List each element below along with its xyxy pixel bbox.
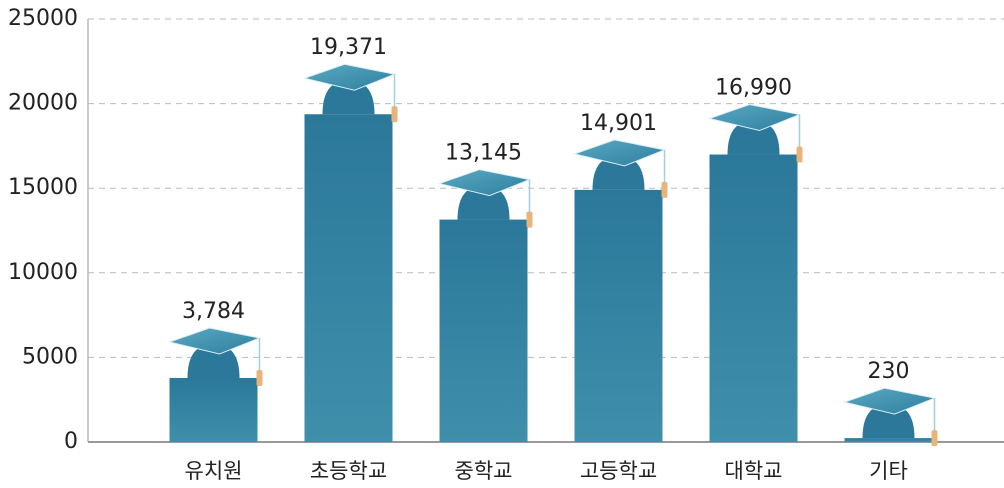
cap-tassel-end — [796, 146, 803, 163]
bar — [304, 114, 393, 443]
graduation-cap — [842, 387, 938, 447]
cap-tassel-end — [391, 106, 398, 123]
bar — [169, 377, 258, 442]
cap-head — [187, 343, 240, 378]
cap-board — [167, 327, 262, 355]
cap-board — [842, 387, 937, 415]
cap-tassel-end — [931, 430, 938, 447]
bar — [709, 154, 798, 442]
cap-head — [862, 404, 915, 439]
cap-board — [302, 63, 397, 91]
cap-board — [572, 139, 667, 167]
cap-tassel-end — [526, 211, 533, 228]
cap-head — [592, 155, 645, 190]
graduation-cap — [302, 63, 398, 123]
x-tick-label: 기타 — [869, 459, 908, 483]
bar — [439, 219, 528, 442]
graduation-cap — [707, 104, 803, 163]
value-label: 16,990 — [715, 76, 792, 101]
graduation-cap — [437, 169, 533, 228]
y-tick-label: 10000 — [8, 260, 78, 285]
cap-head — [457, 185, 510, 220]
bar — [574, 189, 663, 442]
value-label: 14,901 — [580, 111, 657, 136]
y-tick-label: 0 — [64, 429, 78, 454]
y-tick-label: 15000 — [8, 175, 78, 200]
y-tick-label: 5000 — [22, 344, 78, 369]
x-tick-label: 고등학교 — [580, 459, 657, 483]
value-label: 19,371 — [310, 35, 387, 60]
bar — [844, 438, 933, 442]
x-tick-label: 유치원 — [185, 459, 243, 483]
cap-board — [707, 104, 802, 132]
value-label: 13,145 — [445, 141, 522, 166]
cap-head — [322, 80, 375, 115]
cap-board — [437, 169, 532, 197]
x-tick-label: 초등학교 — [310, 459, 387, 483]
y-tick-label: 25000 — [8, 6, 78, 31]
value-label: 3,784 — [182, 299, 245, 324]
cap-head — [727, 120, 780, 155]
cap-tassel-end — [661, 181, 668, 198]
x-tick-label: 대학교 — [725, 459, 783, 483]
cap-tassel-end — [256, 369, 263, 386]
y-tick-label: 20000 — [8, 91, 78, 116]
value-label: 230 — [868, 359, 910, 384]
graduation-cap — [167, 327, 263, 386]
graduation-cap — [572, 139, 668, 198]
x-tick-label: 중학교 — [455, 459, 513, 483]
